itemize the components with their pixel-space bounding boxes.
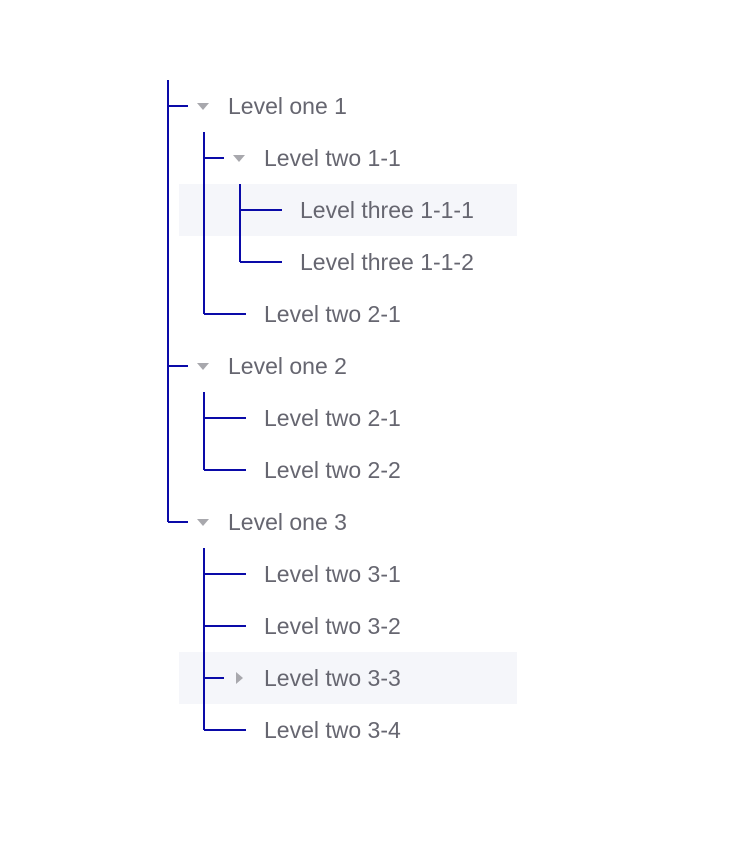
tree-node-label: Level two 2-1 <box>264 405 401 431</box>
tree-node-level-2[interactable]: Level two 2-2 <box>179 444 517 496</box>
caret-down-icon[interactable] <box>197 519 209 526</box>
tree-node-label: Level two 3-3 <box>264 665 401 691</box>
caret-down-icon[interactable] <box>233 155 245 162</box>
caret-right-icon[interactable] <box>236 672 243 684</box>
tree-node-label: Level three 1-1-2 <box>300 249 474 275</box>
tree-node-level-1[interactable]: Level one 1 <box>179 80 517 132</box>
tree-node-label: Level two 1-1 <box>264 145 401 171</box>
tree-node-label: Level one 2 <box>228 353 347 379</box>
tree-node-level-1[interactable]: Level one 3 <box>179 496 517 548</box>
tree-node-level-2[interactable]: Level two 3-1 <box>179 548 517 600</box>
tree-node-label: Level two 3-1 <box>264 561 401 587</box>
tree-node-label: Level two 2-1 <box>264 301 401 327</box>
tree-node-level-2[interactable]: Level two 3-4 <box>179 704 517 756</box>
tree-node-level-2[interactable]: Level two 3-3 <box>179 652 517 704</box>
tree-node-level-2[interactable]: Level two 1-1 <box>179 132 517 184</box>
tree-node-label: Level three 1-1-1 <box>300 197 474 223</box>
tree-node-label: Level two 2-2 <box>264 457 401 483</box>
caret-down-icon[interactable] <box>197 363 209 370</box>
tree-node-label: Level two 3-2 <box>264 613 401 639</box>
tree-node-label: Level two 3-4 <box>264 717 401 743</box>
tree-node-level-1[interactable]: Level one 2 <box>179 340 517 392</box>
tree-node-level-3[interactable]: Level three 1-1-1 <box>179 184 517 236</box>
tree-node-label: Level one 3 <box>228 509 347 535</box>
caret-down-icon[interactable] <box>197 103 209 110</box>
tree-node-level-2[interactable]: Level two 2-1 <box>179 288 517 340</box>
tree-node-level-2[interactable]: Level two 3-2 <box>179 600 517 652</box>
tree-node-level-2[interactable]: Level two 2-1 <box>179 392 517 444</box>
tree-node-label: Level one 1 <box>228 93 347 119</box>
tree-node-level-3[interactable]: Level three 1-1-2 <box>179 236 517 288</box>
